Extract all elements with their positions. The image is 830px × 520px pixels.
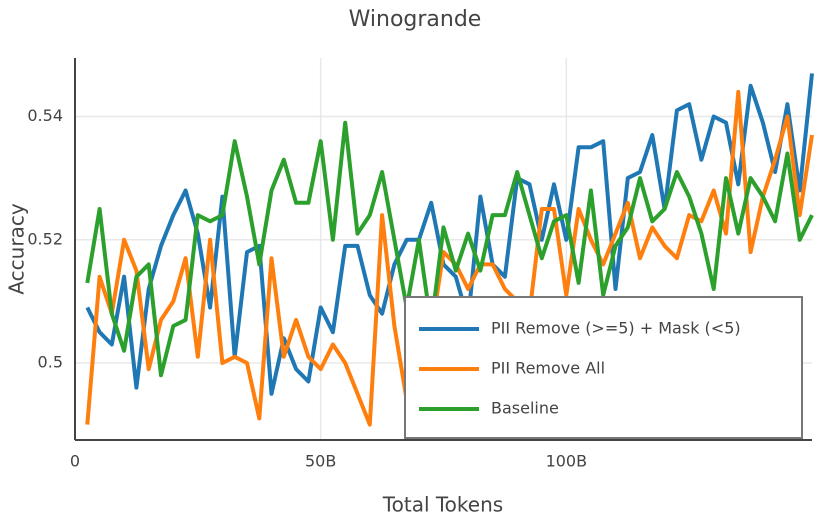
x-tick-label: 50B: [305, 452, 336, 471]
series-line: [85, 73, 814, 396]
legend-label: PII Remove All: [491, 359, 605, 378]
x-axis-title: Total Tokens: [382, 493, 503, 517]
series-line: [85, 120, 814, 378]
legend-label: PII Remove (>=5) + Mask (<5): [491, 319, 741, 338]
chart-title: Winogrande: [349, 7, 482, 32]
y-tick-label: 0.54: [27, 106, 63, 125]
x-tick-label: 0: [70, 452, 80, 471]
legend-box: [404, 296, 803, 439]
x-tick-label: 100B: [546, 452, 588, 471]
legend-label: Baseline: [491, 399, 559, 418]
y-tick-label: 0.5: [38, 352, 63, 371]
y-axis-title: Accuracy: [5, 203, 29, 294]
series-line: [85, 89, 814, 427]
y-tick-label: 0.52: [27, 229, 63, 248]
